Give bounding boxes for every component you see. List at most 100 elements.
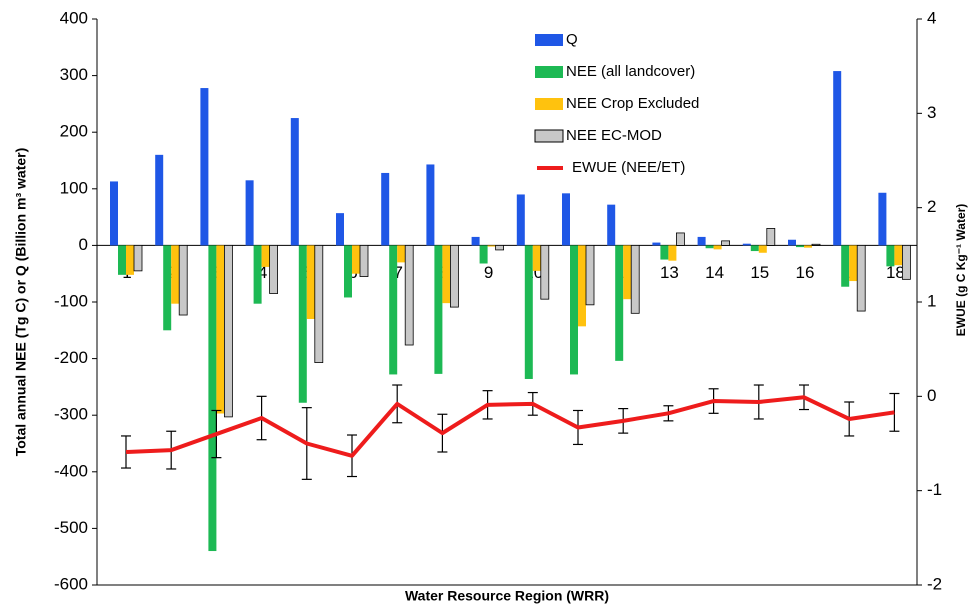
x-tick-label: 13	[660, 263, 679, 282]
y2-tick-label: -2	[927, 574, 942, 593]
bar	[721, 240, 730, 246]
bar	[849, 245, 858, 282]
y-tick-label: -400	[54, 461, 88, 480]
legend-label: NEE EC-MOD	[566, 127, 662, 144]
x-tick-label: 18	[886, 263, 905, 282]
bar	[804, 245, 812, 248]
bar	[878, 192, 887, 246]
bar	[750, 245, 759, 252]
bar	[336, 213, 344, 246]
legend-label: Q	[566, 31, 578, 48]
bar	[532, 245, 541, 271]
bar	[524, 245, 533, 379]
bar	[713, 245, 722, 250]
y2-tick-label: 1	[927, 291, 936, 310]
y-tick-label: -600	[54, 574, 88, 593]
bar	[894, 245, 903, 266]
bar	[902, 244, 911, 280]
bar	[208, 245, 217, 552]
x-tick-label: 9	[484, 263, 493, 282]
bar	[126, 245, 134, 275]
legend-label: NEE Crop Excluded	[566, 95, 699, 112]
bar	[118, 245, 126, 275]
bar	[540, 244, 550, 300]
bar	[607, 204, 616, 246]
bar	[615, 245, 624, 361]
y2-axis-title: EWUE (g C Kg⁻¹ Water)	[954, 204, 968, 337]
bar	[359, 244, 369, 277]
bar	[110, 181, 118, 246]
bar	[562, 193, 570, 246]
bar	[570, 245, 578, 375]
x-tick-label: 15	[750, 263, 769, 282]
bar	[585, 244, 595, 306]
bar	[742, 243, 751, 246]
y-tick-label: -100	[54, 291, 88, 310]
bar	[216, 245, 225, 414]
legend-swatch	[535, 98, 563, 110]
bar	[676, 232, 685, 246]
x-tick-label: 7	[393, 263, 402, 282]
bar	[471, 236, 480, 246]
bar	[426, 164, 435, 246]
bar	[856, 244, 866, 312]
bar	[788, 239, 796, 246]
legend-label: NEE (all landcover)	[566, 63, 695, 80]
bar	[886, 245, 895, 267]
y-tick-label: 100	[60, 178, 88, 197]
bar	[516, 194, 525, 246]
bar	[495, 244, 505, 251]
bar	[705, 245, 714, 249]
bar	[381, 172, 390, 246]
bar	[306, 245, 315, 319]
bar	[578, 245, 586, 327]
y2-tick-label: 0	[927, 386, 936, 405]
bar	[833, 71, 842, 246]
y2-tick-label: 2	[927, 197, 936, 216]
bar	[344, 245, 352, 298]
y2-tick-label: 4	[927, 8, 936, 27]
y-tick-label: 400	[60, 8, 88, 27]
bar	[314, 244, 324, 363]
bar	[133, 244, 143, 272]
y-tick-label: 300	[60, 65, 88, 84]
bar	[171, 245, 180, 304]
bar	[841, 245, 850, 287]
bar	[163, 245, 172, 331]
bar	[697, 236, 706, 246]
bar	[660, 245, 669, 260]
bar	[404, 244, 414, 346]
legend-swatch	[534, 129, 564, 143]
bar	[253, 245, 262, 304]
y-tick-label: -500	[54, 518, 88, 537]
x-axis-title: Water Resource Region (WRR)	[405, 588, 609, 604]
y-axis-title: Total annual NEE (Tg C) or Q (Billion m³…	[13, 148, 29, 457]
x-tick-label: 14	[705, 263, 724, 282]
x-tick-label: 16	[796, 263, 815, 282]
legend-swatch	[535, 66, 563, 78]
bar	[449, 244, 459, 308]
bar	[223, 244, 233, 418]
line	[125, 395, 895, 458]
bar	[668, 245, 677, 261]
bar	[245, 180, 254, 246]
bar	[442, 245, 451, 304]
bar	[389, 245, 398, 375]
bar	[796, 245, 804, 248]
y-tick-label: 200	[60, 122, 88, 141]
bar	[352, 245, 360, 274]
bar	[269, 244, 279, 294]
bar	[178, 244, 188, 316]
bar	[811, 243, 821, 246]
y2-tick-label: -1	[927, 480, 942, 499]
bar	[630, 244, 640, 314]
bar	[758, 245, 767, 253]
bar	[652, 242, 661, 246]
bar	[487, 245, 496, 247]
bar	[298, 245, 307, 403]
y-tick-label: 0	[79, 235, 88, 254]
y-tick-label: -300	[54, 405, 88, 424]
bar	[434, 245, 443, 374]
legend-label: EWUE (NEE/ET)	[572, 159, 685, 176]
